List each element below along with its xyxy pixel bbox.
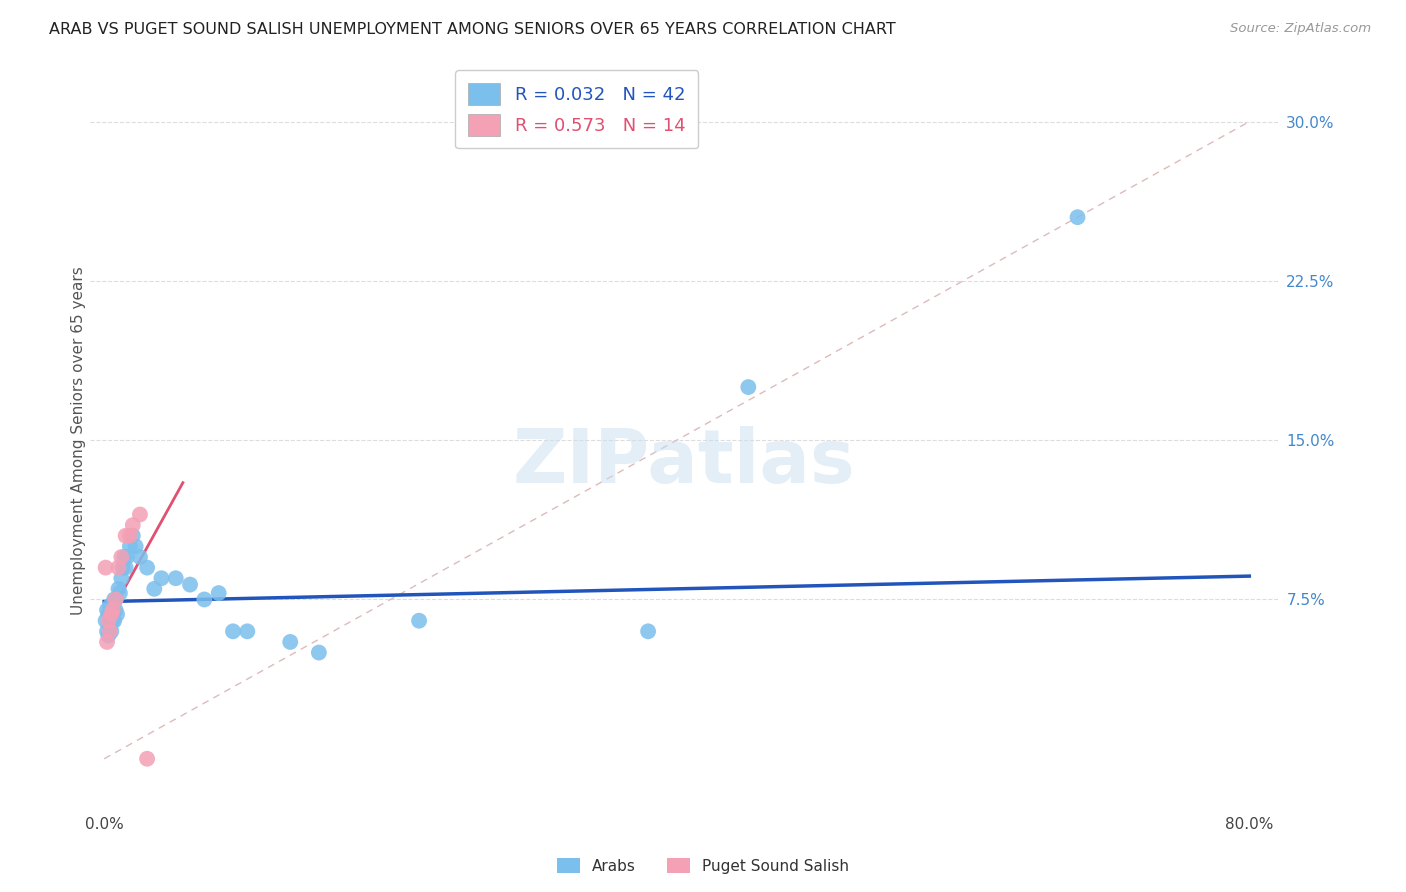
- Point: [150, 571, 173, 585]
- Point: [104, 603, 127, 617]
- Point: [98, 620, 121, 634]
- Point: [107, 582, 129, 596]
- Point: [96, 624, 118, 639]
- Point: [97, 629, 120, 643]
- Point: [96, 603, 118, 617]
- Point: [114, 560, 136, 574]
- Point: [100, 603, 122, 617]
- Text: Source: ZipAtlas.com: Source: ZipAtlas.com: [1230, 22, 1371, 36]
- Point: [1066, 210, 1088, 224]
- Point: [129, 549, 152, 564]
- Point: [96, 635, 118, 649]
- Point: [107, 560, 129, 574]
- Point: [165, 571, 187, 585]
- Point: [94, 560, 117, 574]
- Point: [737, 380, 759, 394]
- Point: [114, 529, 136, 543]
- Point: [136, 560, 159, 574]
- Point: [278, 635, 301, 649]
- Point: [124, 540, 146, 554]
- Point: [101, 614, 124, 628]
- Text: ARAB VS PUGET SOUND SALISH UNEMPLOYMENT AMONG SENIORS OVER 65 YEARS CORRELATION : ARAB VS PUGET SOUND SALISH UNEMPLOYMENT …: [49, 22, 896, 37]
- Point: [100, 607, 122, 622]
- Point: [110, 571, 132, 585]
- Point: [110, 549, 132, 564]
- Point: [97, 607, 120, 622]
- Point: [100, 624, 122, 639]
- Legend: R = 0.032   N = 42, R = 0.573   N = 14: R = 0.032 N = 42, R = 0.573 N = 14: [456, 70, 699, 148]
- Point: [136, 752, 159, 766]
- Point: [121, 529, 143, 543]
- Point: [193, 592, 215, 607]
- Point: [115, 549, 138, 564]
- Point: [637, 624, 659, 639]
- Point: [408, 614, 430, 628]
- Point: [143, 582, 166, 596]
- Point: [104, 592, 127, 607]
- Point: [179, 577, 201, 591]
- Point: [98, 599, 121, 613]
- Point: [112, 549, 135, 564]
- Point: [101, 607, 124, 622]
- Point: [308, 646, 330, 660]
- Point: [103, 592, 125, 607]
- Point: [129, 508, 152, 522]
- Y-axis label: Unemployment Among Seniors over 65 years: Unemployment Among Seniors over 65 years: [72, 266, 86, 615]
- Point: [108, 586, 131, 600]
- Point: [236, 624, 259, 639]
- Point: [101, 603, 124, 617]
- Legend: Arabs, Puget Sound Salish: Arabs, Puget Sound Salish: [551, 852, 855, 880]
- Point: [121, 518, 143, 533]
- Point: [222, 624, 245, 639]
- Point: [111, 560, 134, 574]
- Text: ZIPatlas: ZIPatlas: [513, 426, 855, 499]
- Point: [98, 624, 121, 639]
- Point: [208, 586, 231, 600]
- Point: [94, 614, 117, 628]
- Point: [104, 592, 127, 607]
- Point: [103, 614, 125, 628]
- Point: [118, 540, 141, 554]
- Point: [118, 529, 141, 543]
- Point: [105, 607, 128, 622]
- Point: [97, 614, 120, 628]
